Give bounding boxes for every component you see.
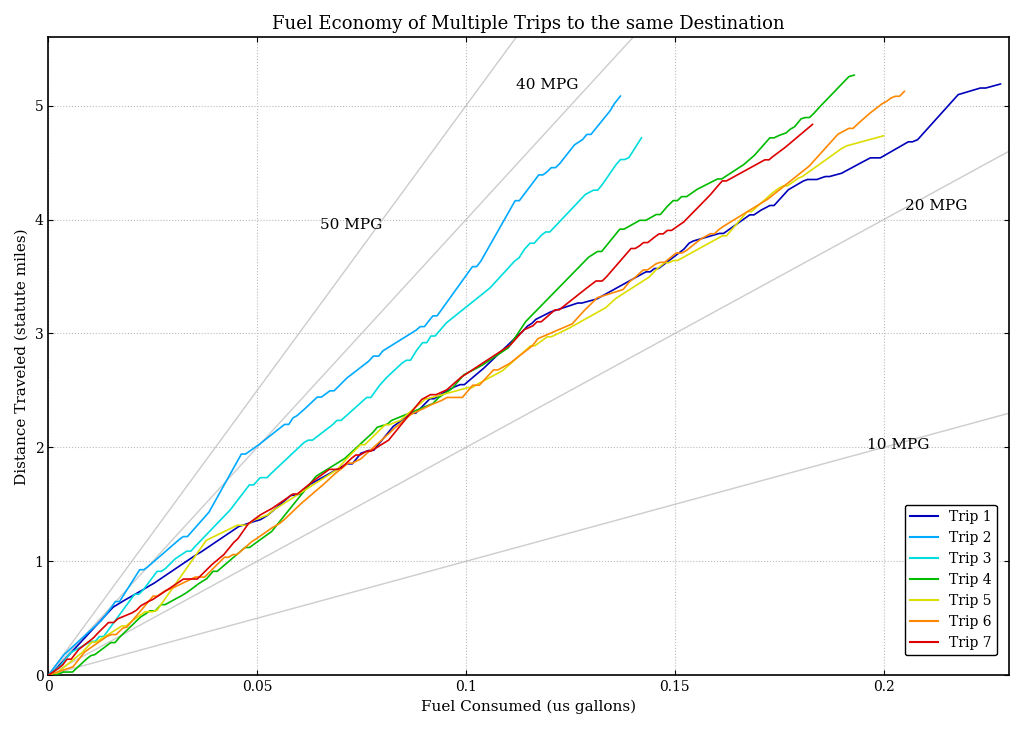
Trip 5 <box>658 258 671 267</box>
Trip 7 <box>657 230 670 238</box>
Trip 3 <box>623 153 635 162</box>
Trip 7 <box>807 120 819 128</box>
Trip 2 <box>42 671 54 679</box>
Trip 3 <box>156 567 168 576</box>
Trip 6 <box>898 87 910 95</box>
Trip 4 <box>716 175 728 184</box>
Y-axis label: Distance Traveled (statute miles): Distance Traveled (statute miles) <box>15 228 29 485</box>
Trip 7 <box>42 671 54 679</box>
Trip 3 <box>42 671 54 679</box>
Trip 6 <box>240 542 252 551</box>
Trip 2 <box>419 322 431 331</box>
Trip 1 <box>994 79 1007 88</box>
Trip 6 <box>269 521 282 530</box>
Trip 7 <box>266 504 279 512</box>
Trip 2 <box>614 92 627 101</box>
Trip 4 <box>749 151 761 160</box>
Trip 5 <box>419 395 431 404</box>
Trip 3 <box>89 637 101 646</box>
Line: Trip 3: Trip 3 <box>48 138 642 675</box>
Trip 4 <box>848 71 860 79</box>
Trip 4 <box>681 192 693 201</box>
Line: Trip 1: Trip 1 <box>48 84 1000 675</box>
Trip 7 <box>177 574 189 583</box>
Trip 5 <box>42 671 54 679</box>
Trip 5 <box>841 141 853 150</box>
Trip 2 <box>299 404 311 413</box>
Line: Trip 6: Trip 6 <box>48 91 904 675</box>
Text: 10 MPG: 10 MPG <box>867 438 930 452</box>
Text: 40 MPG: 40 MPG <box>516 78 579 92</box>
Trip 5 <box>878 131 890 140</box>
Trip 1 <box>147 579 160 588</box>
Legend: Trip 1, Trip 2, Trip 3, Trip 4, Trip 5, Trip 6, Trip 7: Trip 1, Trip 2, Trip 3, Trip 4, Trip 5, … <box>904 504 997 655</box>
Trip 6 <box>42 671 54 679</box>
Trip 1 <box>815 174 827 182</box>
Trip 6 <box>265 523 278 532</box>
Trip 4 <box>85 651 97 660</box>
Trip 5 <box>266 507 279 515</box>
Line: Trip 2: Trip 2 <box>48 96 621 675</box>
Trip 3 <box>580 190 592 199</box>
Trip 6 <box>425 400 437 409</box>
Trip 1 <box>768 201 780 210</box>
Trip 4 <box>42 671 54 679</box>
Title: Fuel Economy of Multiple Trips to the same Destination: Fuel Economy of Multiple Trips to the sa… <box>272 15 785 33</box>
Trip 1 <box>797 176 809 185</box>
Trip 4 <box>712 175 724 184</box>
Trip 2 <box>414 322 426 331</box>
Trip 3 <box>636 133 648 142</box>
Text: 50 MPG: 50 MPG <box>319 218 382 233</box>
Trip 2 <box>466 262 478 271</box>
Trip 5 <box>466 383 478 392</box>
Trip 2 <box>173 535 185 544</box>
Line: Trip 5: Trip 5 <box>48 136 884 675</box>
Trip 2 <box>377 346 389 355</box>
Trip 1 <box>801 175 813 184</box>
Trip 6 <box>694 235 707 243</box>
Line: Trip 4: Trip 4 <box>48 75 854 675</box>
Trip 3 <box>411 346 423 355</box>
Trip 7 <box>666 226 678 235</box>
Trip 5 <box>338 457 350 466</box>
Trip 4 <box>784 125 797 133</box>
Trip 6 <box>709 230 721 238</box>
Trip 7 <box>712 182 724 190</box>
Text: 20 MPG: 20 MPG <box>904 199 967 213</box>
Trip 1 <box>864 154 877 163</box>
X-axis label: Fuel Consumed (us gallons): Fuel Consumed (us gallons) <box>421 700 636 714</box>
Line: Trip 7: Trip 7 <box>48 124 813 675</box>
Trip 7 <box>383 436 395 445</box>
Trip 3 <box>184 547 197 555</box>
Trip 1 <box>42 671 54 679</box>
